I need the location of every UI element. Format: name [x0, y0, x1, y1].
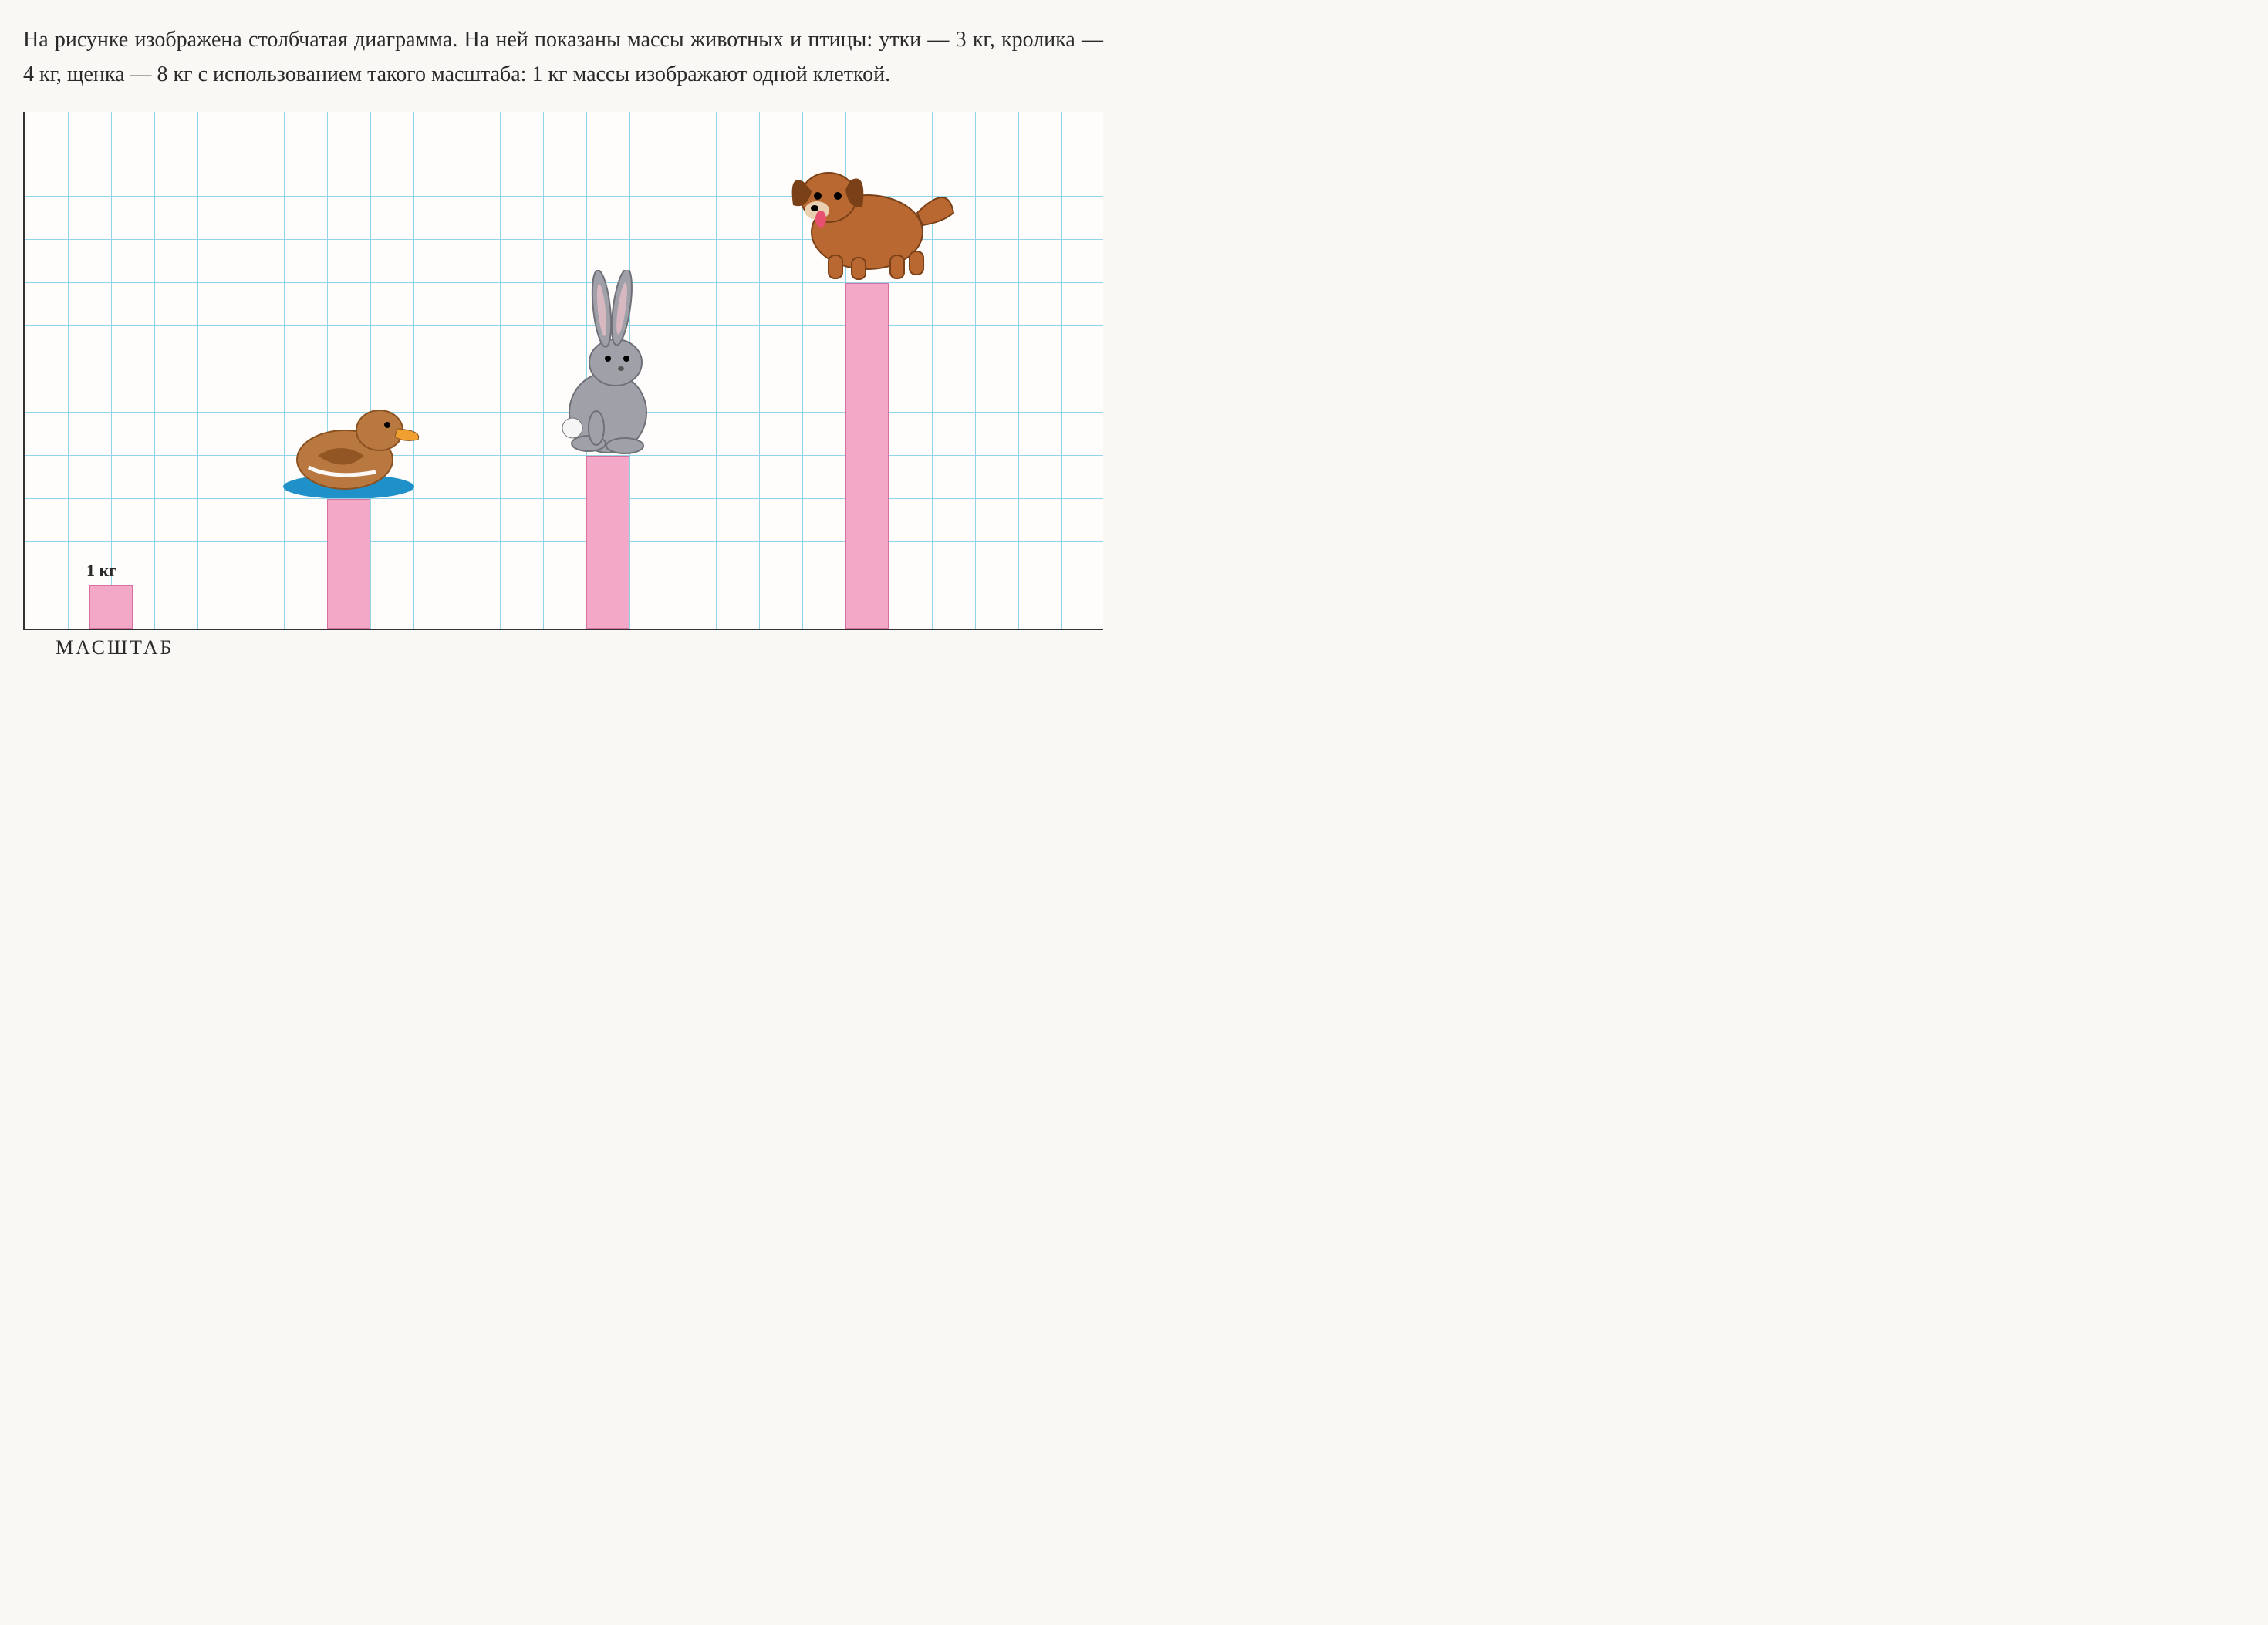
bar-duck — [327, 499, 370, 629]
chart-description: На рисунке изображена столбчатая диаграм… — [23, 23, 1103, 93]
scale-label: 1 кг — [86, 561, 116, 581]
duck-icon — [272, 383, 426, 502]
rabbit-icon — [538, 270, 677, 459]
x-axis-label: МАСШТАБ — [56, 636, 174, 659]
scale-bar — [89, 585, 133, 629]
bar-puppy — [845, 283, 889, 629]
puppy-icon — [775, 136, 960, 286]
bar-rabbit — [586, 456, 629, 629]
bar-chart: 1 кг — [23, 112, 1103, 630]
chart-grid — [25, 112, 1103, 629]
